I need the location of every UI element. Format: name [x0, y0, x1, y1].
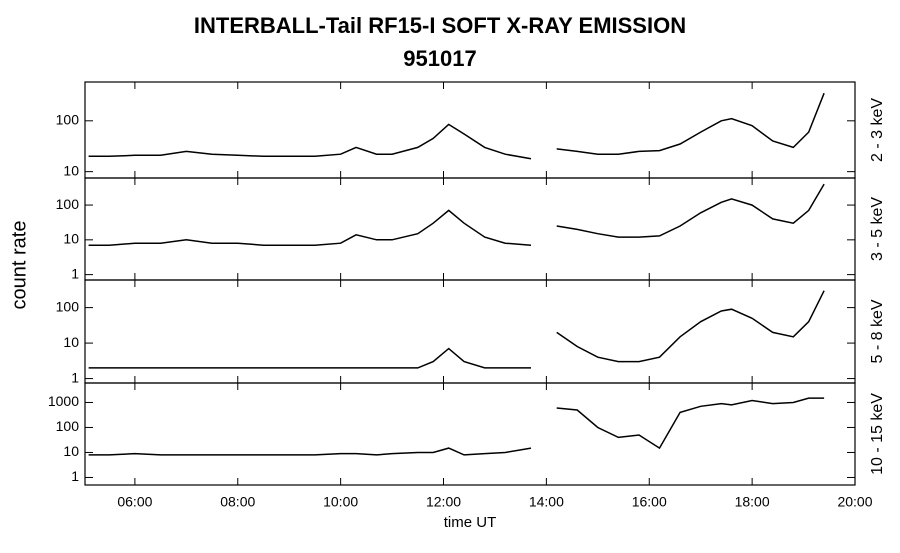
x-tick-label: 20:00: [837, 494, 872, 510]
y-tick-label: 10: [63, 231, 79, 247]
panel-label: 3 - 5 keV: [869, 197, 886, 261]
y-axis-label: count rate: [8, 221, 30, 310]
x-tick-label: 18:00: [735, 494, 770, 510]
data-line: [88, 92, 825, 160]
x-tick-label: 14:00: [529, 494, 564, 510]
panel-label: 5 - 8 keV: [869, 299, 886, 363]
x-tick-label: 10:00: [323, 494, 358, 510]
y-tick-label: 100: [56, 196, 80, 212]
y-tick-label: 100: [56, 418, 80, 434]
y-tick-label: 10: [63, 334, 79, 350]
y-tick-label: 100: [56, 112, 80, 128]
y-tick-label: 10: [63, 162, 79, 178]
y-tick-label: 1: [71, 369, 79, 385]
y-tick-label: 1: [71, 265, 79, 281]
y-tick-label: 10: [63, 443, 79, 459]
x-axis-label: time UT: [444, 514, 497, 531]
x-tick-label: 16:00: [632, 494, 667, 510]
x-tick-label: 08:00: [220, 494, 255, 510]
data-line: [88, 290, 825, 369]
panel-frame: [84, 81, 856, 179]
data-line: [88, 183, 825, 246]
chart-subtitle: 951017: [403, 46, 476, 71]
chart-title: INTERBALL-Tail RF15-I SOFT X-RAY EMISSIO…: [194, 13, 686, 38]
panel-frame: [84, 382, 856, 486]
x-tick-label: 06:00: [117, 494, 152, 510]
panel-frame: [84, 177, 856, 281]
data-line: [88, 397, 825, 456]
y-tick-label: 100: [56, 298, 80, 314]
y-tick-label: 1000: [48, 393, 79, 409]
x-tick-label: 12:00: [426, 494, 461, 510]
panel-label: 10 - 15 keV: [869, 393, 886, 475]
panel-label: 2 - 3 keV: [869, 98, 886, 162]
y-tick-label: 1: [71, 468, 79, 484]
